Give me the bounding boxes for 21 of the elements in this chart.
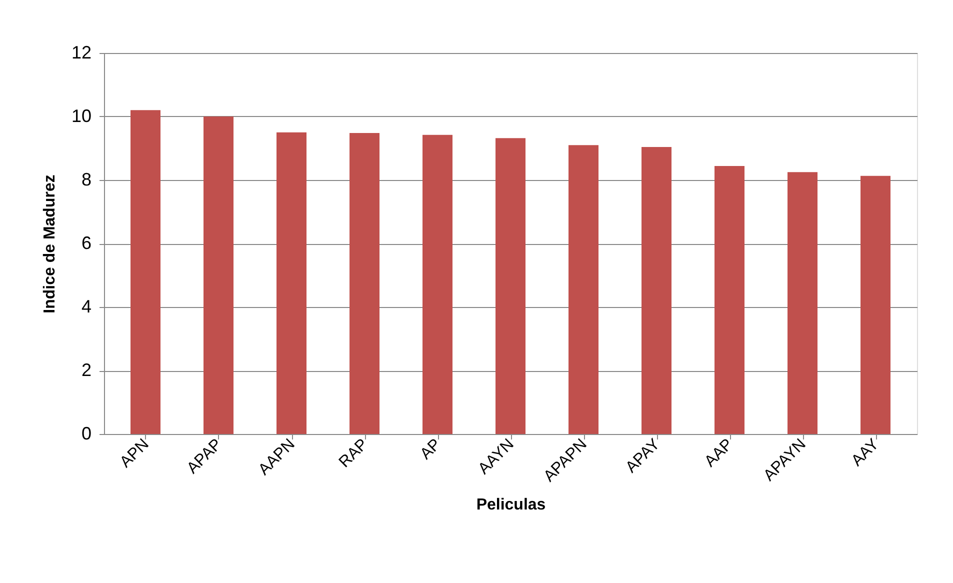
y-tick-label: 0 [81,424,92,444]
bar [568,145,598,434]
y-tick-label: 10 [71,106,92,126]
bar [860,176,890,434]
bar [496,138,526,434]
y-tick-label: 2 [81,360,92,380]
bar [788,172,818,434]
x-axis-title: Peliculas [476,496,546,514]
bar [642,146,672,434]
bar [714,166,744,434]
y-tick-label: 12 [71,42,92,62]
y-tick-label: 8 [81,170,92,190]
bar [350,133,380,434]
bar [130,110,160,434]
y-tick-label: 4 [81,296,92,316]
x-tick-label: AP [417,436,444,463]
bar [204,116,234,434]
y-tick-label: 6 [81,233,92,253]
bar [276,132,306,434]
bar [422,134,452,434]
y-axis-title: Indice de Madurez [41,174,58,314]
